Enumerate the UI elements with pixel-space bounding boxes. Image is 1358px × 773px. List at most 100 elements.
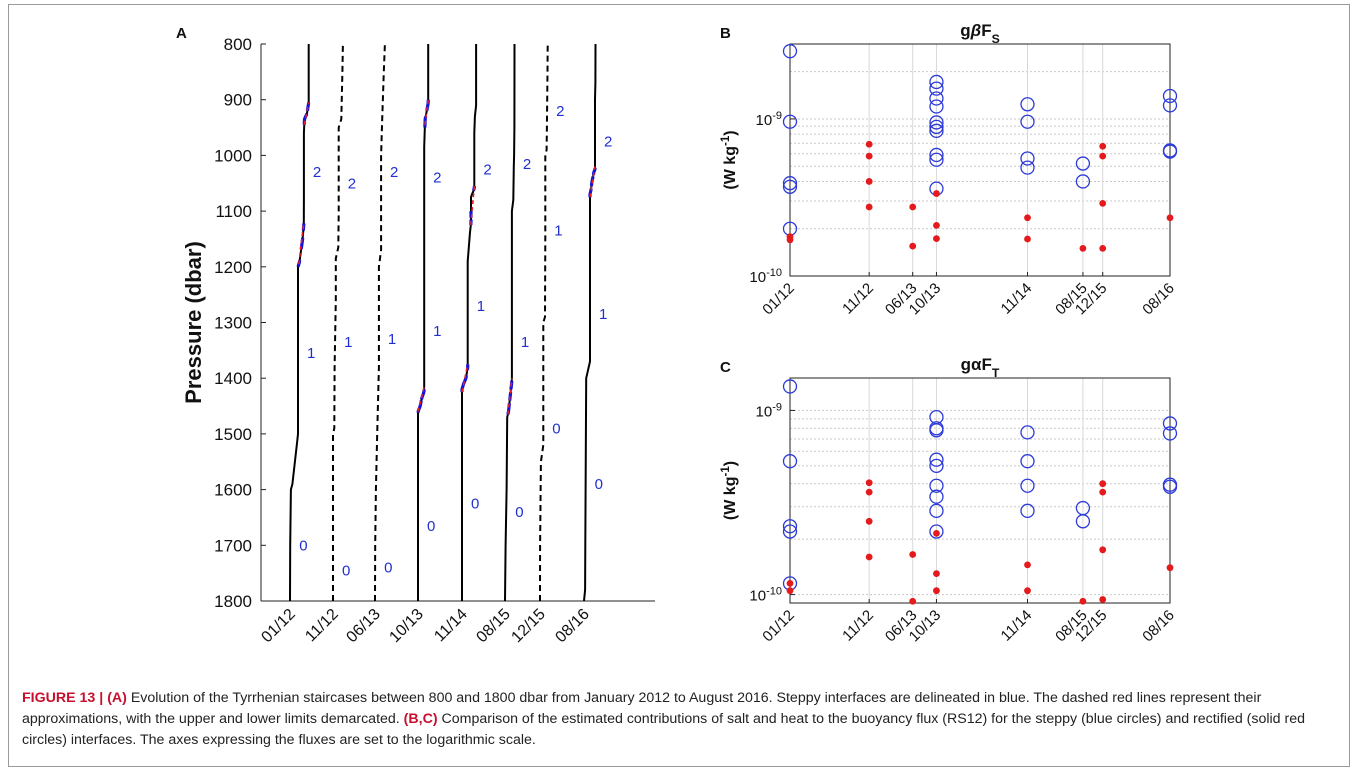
steppy-flux-circle bbox=[1162, 416, 1178, 431]
steppy-flux-circle bbox=[1020, 454, 1035, 469]
panel-a-y-tick-label: 1400 bbox=[214, 369, 252, 388]
layer-number-label: 1 bbox=[433, 323, 441, 340]
layer-number-label: 2 bbox=[604, 133, 612, 150]
rectified-flux-dot bbox=[1079, 244, 1087, 252]
profile-line-11-12 bbox=[332, 43, 344, 601]
caption-panel-bc-text: Comparison of the estimated contribution… bbox=[22, 711, 1306, 748]
rectified-flux-dot bbox=[933, 221, 940, 229]
layer-number-label: 1 bbox=[554, 223, 562, 240]
panel-a-x-tick-label: 08/15 bbox=[473, 606, 513, 646]
layer-number-label: 0 bbox=[471, 496, 479, 513]
y-tick-exponent: -9 bbox=[772, 401, 782, 413]
y-axis-label-part-0: (W kg bbox=[722, 477, 739, 521]
panel-title-part-3: S bbox=[992, 32, 1000, 46]
layer-number-label: 0 bbox=[342, 562, 350, 579]
panel-title-part-3: T bbox=[992, 366, 1000, 380]
layer-number-label: 2 bbox=[523, 156, 531, 173]
panel-a-x-tick-label: 11/12 bbox=[302, 606, 342, 646]
approximation-dashed-line bbox=[298, 222, 305, 265]
y-tick-base: 10 bbox=[756, 403, 773, 420]
panel-a-x-tick-label: 06/13 bbox=[343, 606, 383, 646]
rectified-flux-dot bbox=[865, 517, 873, 525]
rectified-flux-dot bbox=[865, 203, 873, 211]
y-tick-base: 10 bbox=[749, 588, 766, 605]
plot-frame bbox=[789, 43, 1171, 277]
y-axis-label-part-1: -1 bbox=[720, 466, 732, 477]
rectified-flux-dot bbox=[786, 587, 794, 595]
panel-title-part-2: F bbox=[981, 21, 991, 40]
layer-number-label: 0 bbox=[299, 537, 307, 554]
steppy-flux-circle bbox=[929, 478, 944, 493]
panel-letter-b: B bbox=[720, 25, 731, 42]
steppy-flux-circle bbox=[929, 503, 944, 518]
steppy-flux-circle bbox=[782, 176, 798, 191]
rectified-flux-dot bbox=[1099, 199, 1107, 207]
y-axis-label-part-2: ) bbox=[722, 130, 739, 135]
panel-a-y-tick-label: 900 bbox=[224, 91, 252, 110]
steppy-flux-circle bbox=[929, 489, 944, 504]
layer-number-label: 1 bbox=[521, 334, 529, 351]
x-tick-label: 11/12 bbox=[839, 607, 877, 645]
layer-number-label: 2 bbox=[348, 175, 356, 192]
approximation-dashed-line bbox=[589, 166, 596, 198]
y-tick-base: 10 bbox=[749, 269, 766, 286]
panel-a-x-tick-label: 11/14 bbox=[431, 606, 471, 646]
y-tick-label: 10-9 bbox=[756, 110, 782, 129]
x-tick-label: 11/14 bbox=[998, 607, 1036, 645]
rectified-flux-dot bbox=[865, 479, 873, 487]
steppy-flux-circle bbox=[1020, 425, 1035, 440]
y-axis-label-part-1: -1 bbox=[720, 135, 732, 146]
plot-frame bbox=[789, 377, 1171, 604]
steppy-flux-circle bbox=[1162, 98, 1178, 113]
steppy-flux-circle bbox=[1075, 174, 1091, 189]
layer-number-label: 1 bbox=[307, 345, 315, 362]
steppy-flux-circle bbox=[1020, 503, 1035, 518]
panel-a-y-tick-label: 1200 bbox=[214, 258, 252, 277]
layer-number-label: 2 bbox=[390, 164, 398, 181]
steppy-flux-circle bbox=[1020, 114, 1035, 129]
approximation-dashed-line bbox=[417, 386, 425, 412]
layer-number-label: 1 bbox=[344, 334, 352, 351]
panel-title-part-1: α bbox=[971, 355, 982, 374]
rectified-flux-dot bbox=[1024, 561, 1031, 569]
profile-line-08-15 bbox=[504, 43, 516, 602]
steppy-flux-circle bbox=[1020, 151, 1035, 166]
layer-number-label: 0 bbox=[427, 518, 435, 535]
steppy-flux-circle bbox=[782, 114, 798, 129]
panel-title: gαFT bbox=[961, 355, 1000, 380]
panel-a-y-tick-label: 800 bbox=[224, 35, 252, 54]
y-axis-label: (W kg-1) bbox=[720, 130, 739, 189]
steppy-flux-circle bbox=[1162, 479, 1178, 494]
y-axis-label-part-0: (W kg bbox=[722, 146, 739, 190]
layer-number-label: 0 bbox=[384, 560, 392, 577]
panel-a-x-tick-label: 10/13 bbox=[386, 606, 426, 646]
panel-a-staircase-plot: 8009001000110012001300140015001600170018… bbox=[176, 25, 655, 646]
y-tick-label: 10-9 bbox=[756, 401, 782, 420]
layer-number-label: 1 bbox=[388, 331, 396, 348]
panel-a-y-tick-label: 1700 bbox=[214, 536, 252, 555]
rectified-flux-dot bbox=[865, 152, 873, 160]
panel-a-y-tick-label: 1300 bbox=[214, 314, 252, 333]
steppy-flux-circle bbox=[929, 452, 944, 467]
panel-a-y-tick-label: 1500 bbox=[214, 425, 252, 444]
rectified-flux-dot bbox=[933, 235, 940, 243]
rectified-flux-dot bbox=[1166, 564, 1174, 572]
steppy-flux-circle bbox=[1020, 97, 1035, 112]
panel-letter-a: A bbox=[176, 25, 187, 42]
panel-a-x-tick-label: 01/12 bbox=[258, 606, 298, 646]
layer-number-label: 1 bbox=[599, 306, 607, 323]
steppy-flux-circle bbox=[1075, 156, 1091, 171]
panel-a-y-tick-label: 1800 bbox=[214, 592, 252, 611]
rectified-flux-dot bbox=[909, 203, 917, 211]
rectified-flux-dot bbox=[1099, 244, 1107, 252]
steppy-flux-circle bbox=[929, 123, 944, 138]
panel-letter-c: C bbox=[720, 359, 731, 376]
steppy-flux-circle bbox=[782, 524, 798, 539]
layer-number-label: 1 bbox=[477, 298, 485, 315]
steppy-flux-circle bbox=[782, 454, 798, 469]
caption-panel-a-text: Evolution of the Tyrrhenian staircases b… bbox=[22, 690, 1262, 727]
rectified-flux-dot bbox=[909, 597, 917, 605]
